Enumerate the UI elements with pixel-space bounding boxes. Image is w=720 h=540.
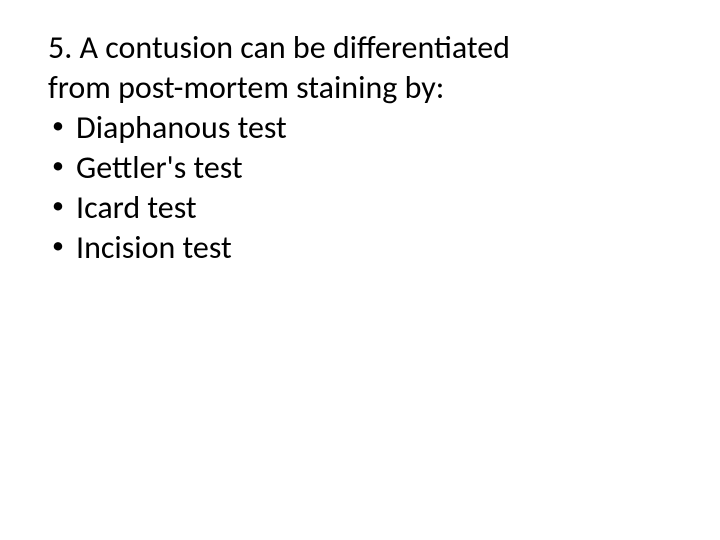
option-item: Incision test bbox=[48, 228, 672, 268]
option-item: Diaphanous test bbox=[48, 108, 672, 148]
slide-content: 5. A contusion can be differentiated fro… bbox=[0, 0, 720, 296]
question-line-1: 5. A contusion can be differentiated bbox=[48, 28, 672, 68]
question-line-2: from post-mortem staining by: bbox=[48, 68, 672, 108]
options-list: Diaphanous test Gettler's test Icard tes… bbox=[48, 108, 672, 268]
option-item: Icard test bbox=[48, 188, 672, 228]
option-item: Gettler's test bbox=[48, 148, 672, 188]
